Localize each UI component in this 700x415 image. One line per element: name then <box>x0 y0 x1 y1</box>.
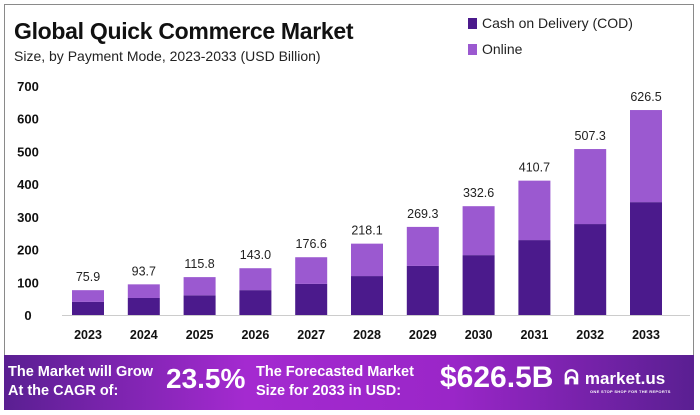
y-tick-label: 100 <box>17 275 39 290</box>
bar-total-label: 626.5 <box>630 90 661 104</box>
y-tick-label: 300 <box>17 210 39 225</box>
cagr-label: The Market will Grow At the CAGR of: <box>8 363 153 401</box>
bar-online <box>406 226 439 266</box>
y-tick-label: 600 <box>17 112 39 127</box>
forecast-label-line1: The Forecasted Market <box>256 364 414 380</box>
logo-tagline: ONE STOP SHOP FOR THE REPORTS <box>590 389 671 394</box>
legend-label-online: Online <box>482 41 523 57</box>
cagr-label-line2: At the CAGR of: <box>8 383 119 399</box>
bar-online <box>574 149 607 225</box>
legend-swatch-cod <box>468 17 477 29</box>
bar-total-label: 176.6 <box>296 237 327 251</box>
bar-online <box>351 243 383 277</box>
y-tick-label: 500 <box>17 144 39 159</box>
cagr-label-line1: The Market will Grow <box>8 364 154 380</box>
bar-total-label: 269.3 <box>407 207 438 221</box>
bar-total-label: 143.0 <box>240 248 271 262</box>
cagr-value: 23.5% <box>166 363 246 394</box>
x-tick-label: 2023 <box>74 328 102 342</box>
y-tick-label: 200 <box>17 243 39 258</box>
bar-cod <box>72 301 104 315</box>
chart-title: Global Quick Commerce Market <box>14 18 354 44</box>
bar-online <box>239 268 272 291</box>
bar-cod <box>239 290 272 315</box>
forecast-value: $626.5B <box>440 361 554 394</box>
x-tick-label: 2026 <box>241 328 269 342</box>
x-tick-label: 2032 <box>576 328 604 342</box>
bar-total-label: 410.7 <box>519 161 550 175</box>
bar-cod <box>518 240 551 315</box>
bar-cod <box>574 224 607 315</box>
x-tick-label: 2033 <box>632 328 660 342</box>
x-tick-label: 2031 <box>520 328 548 342</box>
bar-cod <box>351 276 383 315</box>
x-tick-label: 2025 <box>186 328 214 342</box>
forecast-label-line2: Size for 2033 in USD: <box>256 383 402 399</box>
bar-cod <box>183 295 216 315</box>
bar-total-label: 115.8 <box>184 257 214 271</box>
x-tick-label: 2027 <box>297 328 325 342</box>
legend-item-cod: Cash on Delivery (COD) <box>468 12 633 34</box>
bar-cod <box>295 283 328 315</box>
bar-cod <box>406 265 439 315</box>
bar-online <box>127 284 160 298</box>
bar-online <box>183 277 216 296</box>
market-us-logo: ᕱ market.us ONE STOP SHOP FOR THE REPORT… <box>564 367 670 394</box>
bar-online <box>72 290 104 302</box>
bar-cod <box>127 297 160 315</box>
market-us-logo-icon: ᕱ <box>564 367 579 389</box>
bar-online <box>462 206 495 256</box>
x-tick-label: 2024 <box>130 328 158 342</box>
legend: Cash on Delivery (COD) Online <box>468 12 633 64</box>
x-tick-label: 2028 <box>353 328 381 342</box>
y-tick-label: 700 <box>17 79 39 94</box>
legend-label-cod: Cash on Delivery (COD) <box>482 15 633 31</box>
bar-chart: 0 100 200 300 400 500 600 700 75.9 2023 93.7 2024 11… <box>17 79 690 342</box>
forecast-label: The Forecasted Market Size for 2033 in U… <box>256 363 414 401</box>
legend-swatch-online <box>468 43 477 55</box>
bar-cod <box>630 202 662 315</box>
bar-cod <box>462 255 495 315</box>
summary-banner: The Market will Grow At the CAGR of: 23.… <box>4 355 694 410</box>
legend-item-online: Online <box>468 38 633 60</box>
x-tick-label: 2029 <box>409 328 437 342</box>
bar-online <box>295 257 328 284</box>
bar-online <box>518 180 551 241</box>
bar-total-label: 75.9 <box>76 270 100 284</box>
bar-total-label: 507.3 <box>575 129 606 143</box>
logo-text: market.us <box>584 368 666 388</box>
y-tick-label: 0 <box>24 308 31 323</box>
bar-online <box>630 110 662 203</box>
y-tick-label: 400 <box>17 177 39 192</box>
chart-subtitle: Size, by Payment Mode, 2023-2033 (USD Bi… <box>14 48 321 64</box>
x-tick-label: 2030 <box>465 328 493 342</box>
bar-total-label: 218.1 <box>351 224 382 238</box>
bar-total-label: 332.6 <box>463 186 494 200</box>
bar-total-label: 93.7 <box>132 264 156 278</box>
